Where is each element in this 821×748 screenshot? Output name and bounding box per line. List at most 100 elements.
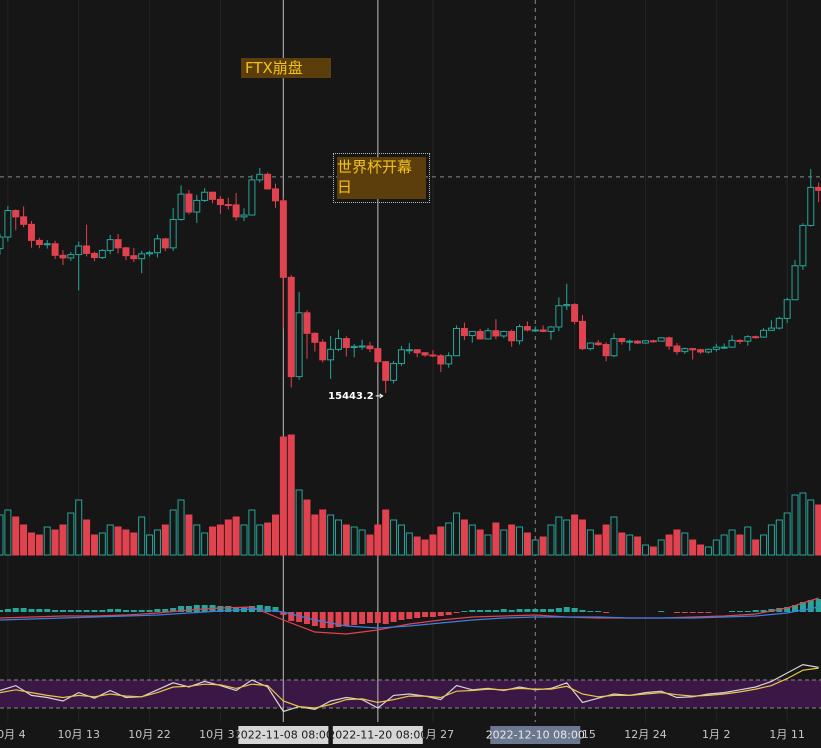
volume-bar xyxy=(98,532,106,556)
volume-bar xyxy=(626,534,634,556)
candle-body xyxy=(799,224,807,267)
candle-body xyxy=(264,173,272,190)
macd-histogram-bar xyxy=(4,609,11,612)
volume-bar xyxy=(374,524,382,556)
candle-body xyxy=(555,305,563,328)
candle-body xyxy=(193,199,201,213)
macd-histogram-bar xyxy=(91,610,98,612)
volume-bar xyxy=(468,524,476,556)
volume-bar xyxy=(59,524,67,556)
candle-body xyxy=(67,254,75,259)
macd-histogram-bar xyxy=(366,612,373,623)
date-label: 2022-12-10 08:00 xyxy=(486,729,585,742)
volume-bar xyxy=(256,524,264,556)
volume-bar xyxy=(720,534,728,556)
macd-histogram-bar xyxy=(83,610,90,612)
macd-histogram-bar xyxy=(20,608,27,612)
macd-histogram-bar xyxy=(437,612,444,616)
volume-bar xyxy=(586,529,594,556)
volume-bar xyxy=(4,509,12,556)
macd-histogram-bar xyxy=(760,610,767,612)
volume-bar xyxy=(83,519,91,556)
macd-histogram-bar xyxy=(799,602,806,612)
macd-histogram-bar xyxy=(579,610,586,612)
macd-histogram-bar xyxy=(406,612,413,619)
volume-bar xyxy=(287,434,295,556)
candle-body xyxy=(571,304,579,322)
volume-bar xyxy=(641,544,649,556)
macd-histogram-bar xyxy=(217,606,224,612)
candle-body xyxy=(114,239,122,249)
candle-body xyxy=(153,238,161,254)
volume-bar xyxy=(618,532,626,556)
macd-histogram-bar xyxy=(280,612,287,615)
macd-histogram-bar xyxy=(752,610,759,612)
candle-body xyxy=(594,342,602,346)
macd-histogram-bar xyxy=(130,610,137,612)
candle-body xyxy=(468,330,476,337)
macd-histogram-bar xyxy=(390,612,397,622)
volume-bar xyxy=(90,534,98,556)
candle-body xyxy=(390,363,398,381)
macd-histogram-bar xyxy=(382,612,389,624)
candle-body xyxy=(161,238,169,249)
candle-body xyxy=(413,349,421,354)
macd-histogram-bar xyxy=(311,612,318,626)
candle-body xyxy=(146,252,154,255)
volume-bar xyxy=(264,522,272,556)
date-label-box xyxy=(490,726,581,744)
macd-histogram-bar xyxy=(697,612,704,613)
macd-histogram-bar xyxy=(296,612,303,622)
macd-histogram-bar xyxy=(28,609,35,612)
rsi-line xyxy=(0,667,819,709)
x-tick-label: 1月 2 xyxy=(702,728,731,741)
macd-histogram-bar xyxy=(673,612,680,613)
candle-body xyxy=(232,204,240,218)
volume-bar xyxy=(775,519,783,556)
volume-bar xyxy=(697,544,705,556)
macd-histogram-bar xyxy=(744,611,751,612)
macd-histogram-bar xyxy=(115,609,122,612)
candle-body xyxy=(98,249,106,259)
volume-bar xyxy=(319,509,327,556)
candle-body xyxy=(815,186,821,191)
volume-bar xyxy=(736,534,744,556)
volume-bar xyxy=(578,519,586,556)
candle-body xyxy=(673,345,681,353)
candle-body xyxy=(460,327,468,337)
candle-body xyxy=(697,349,705,353)
macd-histogram-bar xyxy=(414,612,421,618)
macd-histogram-bar xyxy=(453,612,460,613)
candle-body xyxy=(350,345,358,349)
candle-body xyxy=(634,340,642,344)
macd-histogram-bar xyxy=(516,609,523,612)
candle-body xyxy=(169,218,177,249)
candle-body xyxy=(547,326,555,332)
volume-bar xyxy=(799,492,807,556)
candle-body xyxy=(374,348,382,363)
volume-bar xyxy=(350,526,358,556)
volume-bar xyxy=(146,534,154,556)
event-annotation: FTX崩盘 xyxy=(241,58,331,78)
candle-body xyxy=(720,346,728,349)
candle-body xyxy=(90,252,98,259)
macd-histogram-bar xyxy=(729,611,736,612)
macd-histogram-bar xyxy=(351,612,358,625)
volume-bar xyxy=(563,519,571,556)
macd-histogram-bar xyxy=(398,612,405,620)
volume-bar xyxy=(130,532,138,556)
volume-bar xyxy=(476,529,484,556)
volume-bar xyxy=(27,532,35,556)
candle-body xyxy=(224,204,232,207)
macd-histogram-bar xyxy=(335,612,342,627)
volume-bar xyxy=(807,499,815,556)
macd-histogram-bar xyxy=(658,611,665,612)
volume-bar xyxy=(382,509,390,556)
candle-body xyxy=(523,326,531,331)
candle-body xyxy=(327,348,335,361)
volume-bar xyxy=(138,516,146,556)
volume-bar xyxy=(539,536,547,556)
macd-histogram-bar xyxy=(272,607,279,612)
volume-bar xyxy=(12,516,20,556)
